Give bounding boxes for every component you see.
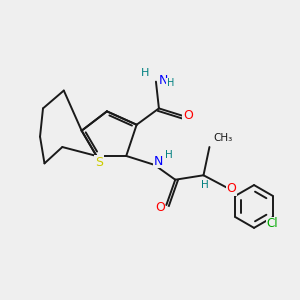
Text: N: N: [159, 74, 168, 87]
Text: H: H: [201, 180, 209, 190]
Text: CH₃: CH₃: [213, 134, 232, 143]
Text: S: S: [95, 156, 103, 169]
Text: O: O: [226, 182, 236, 195]
Text: H: H: [167, 78, 174, 88]
Text: H: H: [141, 68, 150, 78]
Text: N: N: [153, 155, 163, 168]
Text: H: H: [165, 150, 173, 160]
Text: O: O: [183, 109, 193, 122]
Text: O: O: [155, 202, 165, 214]
Text: Cl: Cl: [267, 217, 278, 230]
